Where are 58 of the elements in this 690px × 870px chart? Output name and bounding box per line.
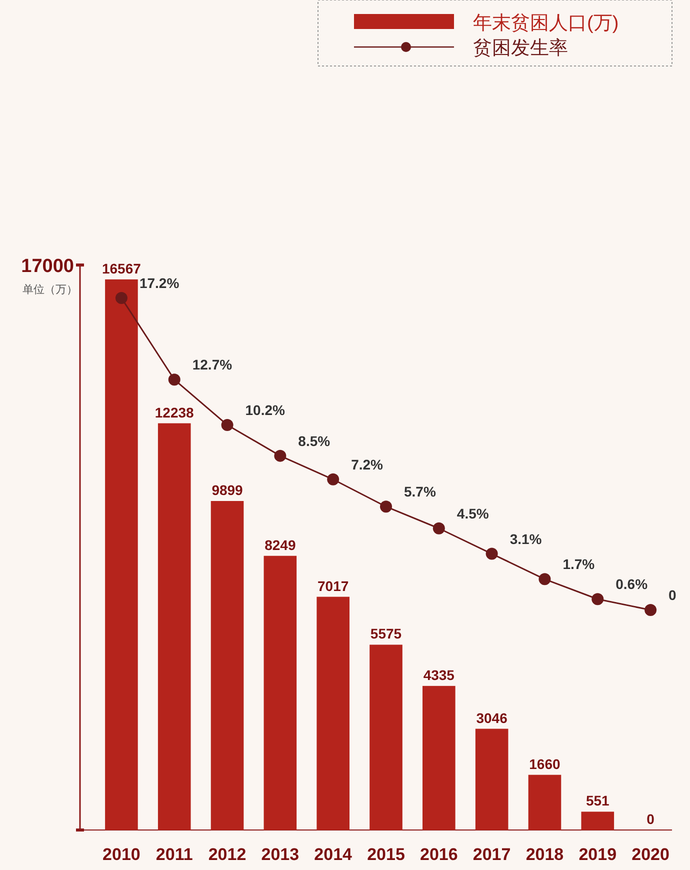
data-label: 8.5% bbox=[298, 432, 331, 449]
x-tick-label: 2017 bbox=[472, 845, 511, 864]
data-label: 1660 bbox=[529, 756, 561, 772]
bar bbox=[581, 812, 614, 830]
point bbox=[538, 573, 551, 586]
bar bbox=[422, 686, 456, 830]
point bbox=[380, 500, 392, 513]
point bbox=[168, 374, 180, 386]
text: 年末贫困人口(万) bbox=[473, 13, 619, 34]
data-label: 7.2% bbox=[351, 456, 384, 472]
data-label: 8249 bbox=[264, 536, 296, 553]
point bbox=[274, 450, 286, 462]
bar bbox=[316, 596, 350, 830]
data-label: 0 bbox=[668, 587, 677, 603]
point bbox=[644, 604, 657, 616]
x-tick-label: 2019 bbox=[578, 845, 617, 864]
bar bbox=[370, 644, 402, 830]
data-label: 4335 bbox=[423, 666, 455, 683]
data-label: 5.7% bbox=[404, 484, 436, 500]
data-label: 1.7% bbox=[562, 556, 596, 572]
data-label: 7017 bbox=[318, 578, 349, 594]
data-label: 17.2% bbox=[139, 275, 180, 291]
point bbox=[221, 418, 234, 431]
bar bbox=[528, 774, 562, 830]
point bbox=[486, 548, 498, 560]
point bbox=[115, 292, 128, 304]
data-label: 4.5% bbox=[456, 505, 490, 522]
data-label: 0.6% bbox=[616, 576, 648, 592]
data-label: 12238 bbox=[154, 404, 194, 420]
text: 单位（万） bbox=[22, 283, 78, 296]
x-tick-label: 2012 bbox=[208, 845, 246, 864]
bar bbox=[105, 279, 138, 830]
text: 贫困发生率 bbox=[473, 37, 568, 59]
data-label: 12.7% bbox=[192, 356, 233, 373]
x-tick-label: 2010 bbox=[102, 845, 140, 864]
x-tick-label: 2016 bbox=[420, 845, 458, 864]
point bbox=[327, 473, 340, 486]
bar bbox=[158, 423, 191, 830]
x-tick-label: 2011 bbox=[156, 845, 193, 864]
point bbox=[592, 593, 604, 606]
data-label: 5575 bbox=[370, 626, 402, 642]
data-label: 10.2% bbox=[245, 402, 286, 418]
x-tick-label: 2014 bbox=[314, 845, 353, 864]
data-label: 9899 bbox=[212, 482, 244, 498]
bar bbox=[210, 501, 244, 830]
bar bbox=[264, 556, 297, 830]
x-tick-label: 2020 bbox=[632, 845, 670, 864]
x-tick-label: 2013 bbox=[261, 845, 300, 864]
data-label: 0 bbox=[646, 811, 655, 827]
x-tick-label: 2018 bbox=[526, 845, 564, 864]
data-label: 551 bbox=[586, 792, 610, 809]
data-label: 3.1% bbox=[510, 530, 542, 547]
data-label: 3046 bbox=[476, 710, 508, 726]
y-tick-label: 17000 bbox=[21, 256, 74, 277]
x-tick-label: 2015 bbox=[367, 845, 405, 864]
data-label: 16567 bbox=[102, 260, 142, 276]
bar bbox=[475, 728, 508, 830]
point bbox=[432, 522, 445, 534]
